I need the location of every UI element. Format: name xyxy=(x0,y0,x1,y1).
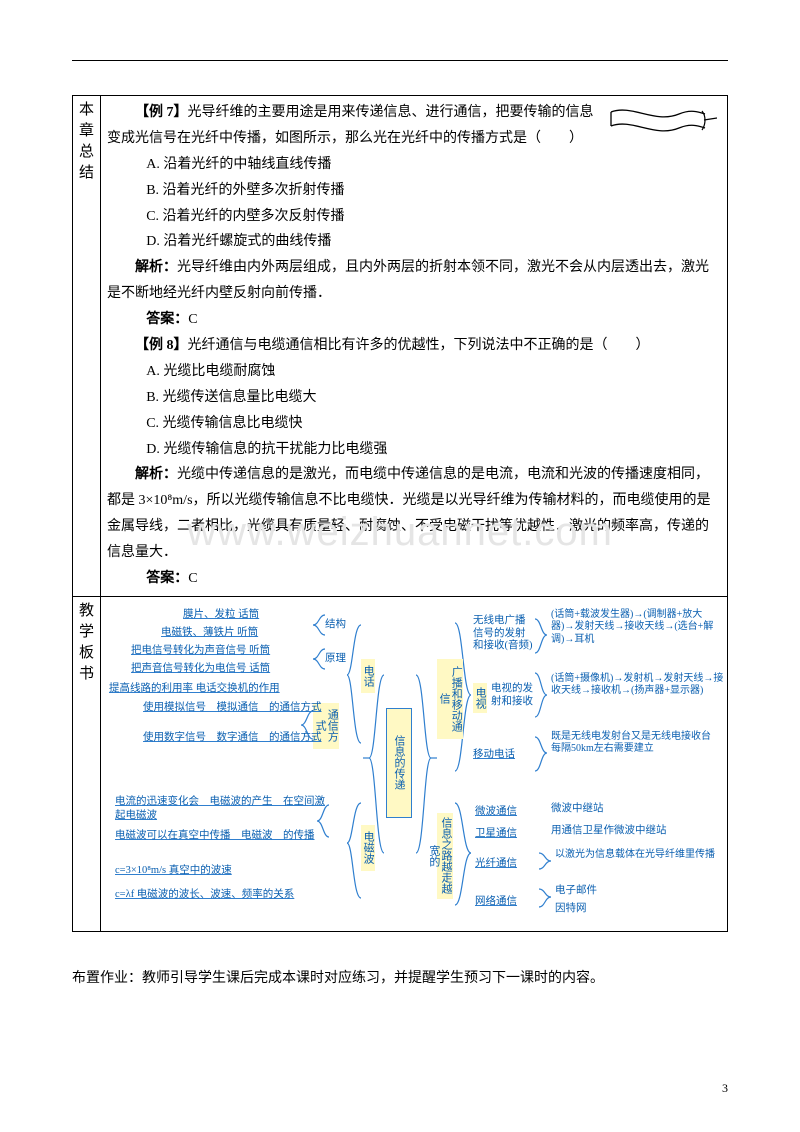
ex8-title: 【例 8】 xyxy=(135,338,188,353)
node-structure: 结构 xyxy=(325,619,346,631)
leaf-prin-2: 把声音信号转化为电信号 话筒 xyxy=(131,663,270,675)
board-cell: 信息的传递 电话 结构 原理 膜片、发粒 话筒 电磁铁、薄铁片 听筒 把电信号转… xyxy=(101,596,728,931)
leaf-em-3: c=3×10⁸m/s 真空中的波速 xyxy=(115,865,232,877)
ex7-opt-d: D. 沿着光纤螺旋式的曲线传播 xyxy=(107,229,721,255)
leaf-fiber: 光纤通信 xyxy=(475,855,517,870)
node-future: 信息之路越走越宽的 xyxy=(437,813,453,899)
leaf-em-1: 电流的迅速变化会 电磁波的产生 在空间激起电磁波 xyxy=(115,795,325,823)
leaf-radio-label: 无线电广播信号的发射和接收(音频) xyxy=(473,615,535,653)
side-board: 教学板书 xyxy=(73,596,101,931)
ex7-expl-label: 解析： xyxy=(135,260,177,275)
leaf-analog: 使用模拟信号 模拟通信 的通信方式 xyxy=(143,701,322,715)
fiber-illustration xyxy=(607,102,717,140)
leaf-em-2: 电磁波可以在真空中传播 电磁波 的传播 xyxy=(115,829,347,843)
top-rule xyxy=(72,60,728,61)
ex8-opt-d: D. 光缆传输信息的抗干扰能力比电缆强 xyxy=(107,437,721,463)
leaf-prin-1: 把电信号转化为声音信号 听筒 xyxy=(131,645,270,657)
ex8-ans-label: 答案： xyxy=(146,571,188,586)
center-box: 信息的传递 xyxy=(386,708,412,818)
leaf-mobile-text: 既是无线电发射台又是无线电接收台 每隔50km左右需要建立 xyxy=(551,731,725,756)
leaf-struct-1: 膜片、发粒 话筒 xyxy=(183,609,259,621)
page-number: 3 xyxy=(722,1081,728,1096)
leaf-satellite-text: 用通信卫星作微波中继站 xyxy=(551,825,667,837)
leaf-fiber-text: 以激光为信息载体在光导纤维里传播 xyxy=(555,849,729,862)
leaf-switch: 提高线路的利用率 电话交换机的作用 xyxy=(109,683,280,695)
summary-content: 【例 7】光导纤维的主要用途是用来传递信息、进行通信，把要传输的信息变成光信号在… xyxy=(107,100,721,592)
node-phone: 电话 xyxy=(361,659,375,693)
ex7-expl: 光导纤维由内外两层组成，且内外两层的折射本领不同，激光不会从内层透出去，激光是不… xyxy=(107,260,709,301)
leaf-network-t2: 因特网 xyxy=(555,903,587,915)
leaf-struct-2: 电磁铁、薄铁片 听筒 xyxy=(161,627,258,639)
leaf-tv-text: (话筒+摄像机)→发射机→发射天线→接收天线→接收机→(扬声器+显示器) xyxy=(551,673,725,698)
ex7-title: 【例 7】 xyxy=(135,105,188,120)
node-em: 电磁波 xyxy=(361,825,375,871)
content-table: 本章总结 【例 7】光导纤维的主要用途是用来传递信息、进行通信，把要传输的信息变… xyxy=(72,95,728,932)
ex7-opt-b: B. 沿着光纤的外壁多次折射传播 xyxy=(107,178,721,204)
leaf-network: 网络通信 xyxy=(475,893,517,908)
homework: 布置作业：教师引导学生课后完成本课时对应练习，并提醒学生预习下一课时的内容。 xyxy=(72,966,728,991)
summary-cell: 【例 7】光导纤维的主要用途是用来传递信息、进行通信，把要传输的信息变成光信号在… xyxy=(101,96,728,597)
concept-diagram: 信息的传递 电话 结构 原理 膜片、发粒 话筒 电磁铁、薄铁片 听筒 把电信号转… xyxy=(103,603,725,925)
ex7-ans: C xyxy=(188,312,197,327)
ex8-expl-label: 解析： xyxy=(135,467,177,482)
leaf-microwave: 微波通信 xyxy=(475,803,517,818)
node-broadcast: 广播和移动通信 xyxy=(437,659,463,739)
ex8-opt-a: A. 光缆比电缆耐腐蚀 xyxy=(107,359,721,385)
leaf-satellite: 卫星通信 xyxy=(475,825,517,840)
leaf-mobile-label: 移动电话 xyxy=(473,749,515,761)
leaf-em-4: c=λf 电磁波的波长、波速、频率的关系 xyxy=(115,889,294,901)
node-tv: 电视 xyxy=(473,683,487,713)
leaf-network-t1: 电子邮件 xyxy=(555,885,597,897)
node-principle: 原理 xyxy=(325,653,346,665)
ex7-ans-label: 答案： xyxy=(146,312,188,327)
ex8-stem: 光纤通信与电缆通信相比有许多的优越性，下列说法中不正确的是（ ） xyxy=(188,338,650,353)
ex8-ans: C xyxy=(188,571,197,586)
side-summary: 本章总结 xyxy=(73,96,101,597)
ex7-opt-c: C. 沿着光纤的内壁多次反射传播 xyxy=(107,204,721,230)
ex7-opt-a: A. 沿着光纤的中轴线直线传播 xyxy=(107,152,721,178)
ex8-opt-b: B. 光缆传送信息量比电缆大 xyxy=(107,385,721,411)
leaf-tv-sub: 电视的发射和接收 xyxy=(491,683,537,708)
leaf-radio-text: (话筒+载波发生器)→(调制器+放大器)→发射天线→接收天线→(选台+解调)→耳… xyxy=(551,609,725,647)
leaf-microwave-text: 微波中继站 xyxy=(551,803,604,815)
ex8-opt-c: C. 光缆传输信息比电缆快 xyxy=(107,411,721,437)
leaf-digital: 使用数字信号 数字通信 的通信方式 xyxy=(143,731,322,745)
ex8-expl: 光缆中传递信息的是激光，而电缆中传递信息的是电流，电流和光波的传播速度相同，都是… xyxy=(107,467,711,560)
